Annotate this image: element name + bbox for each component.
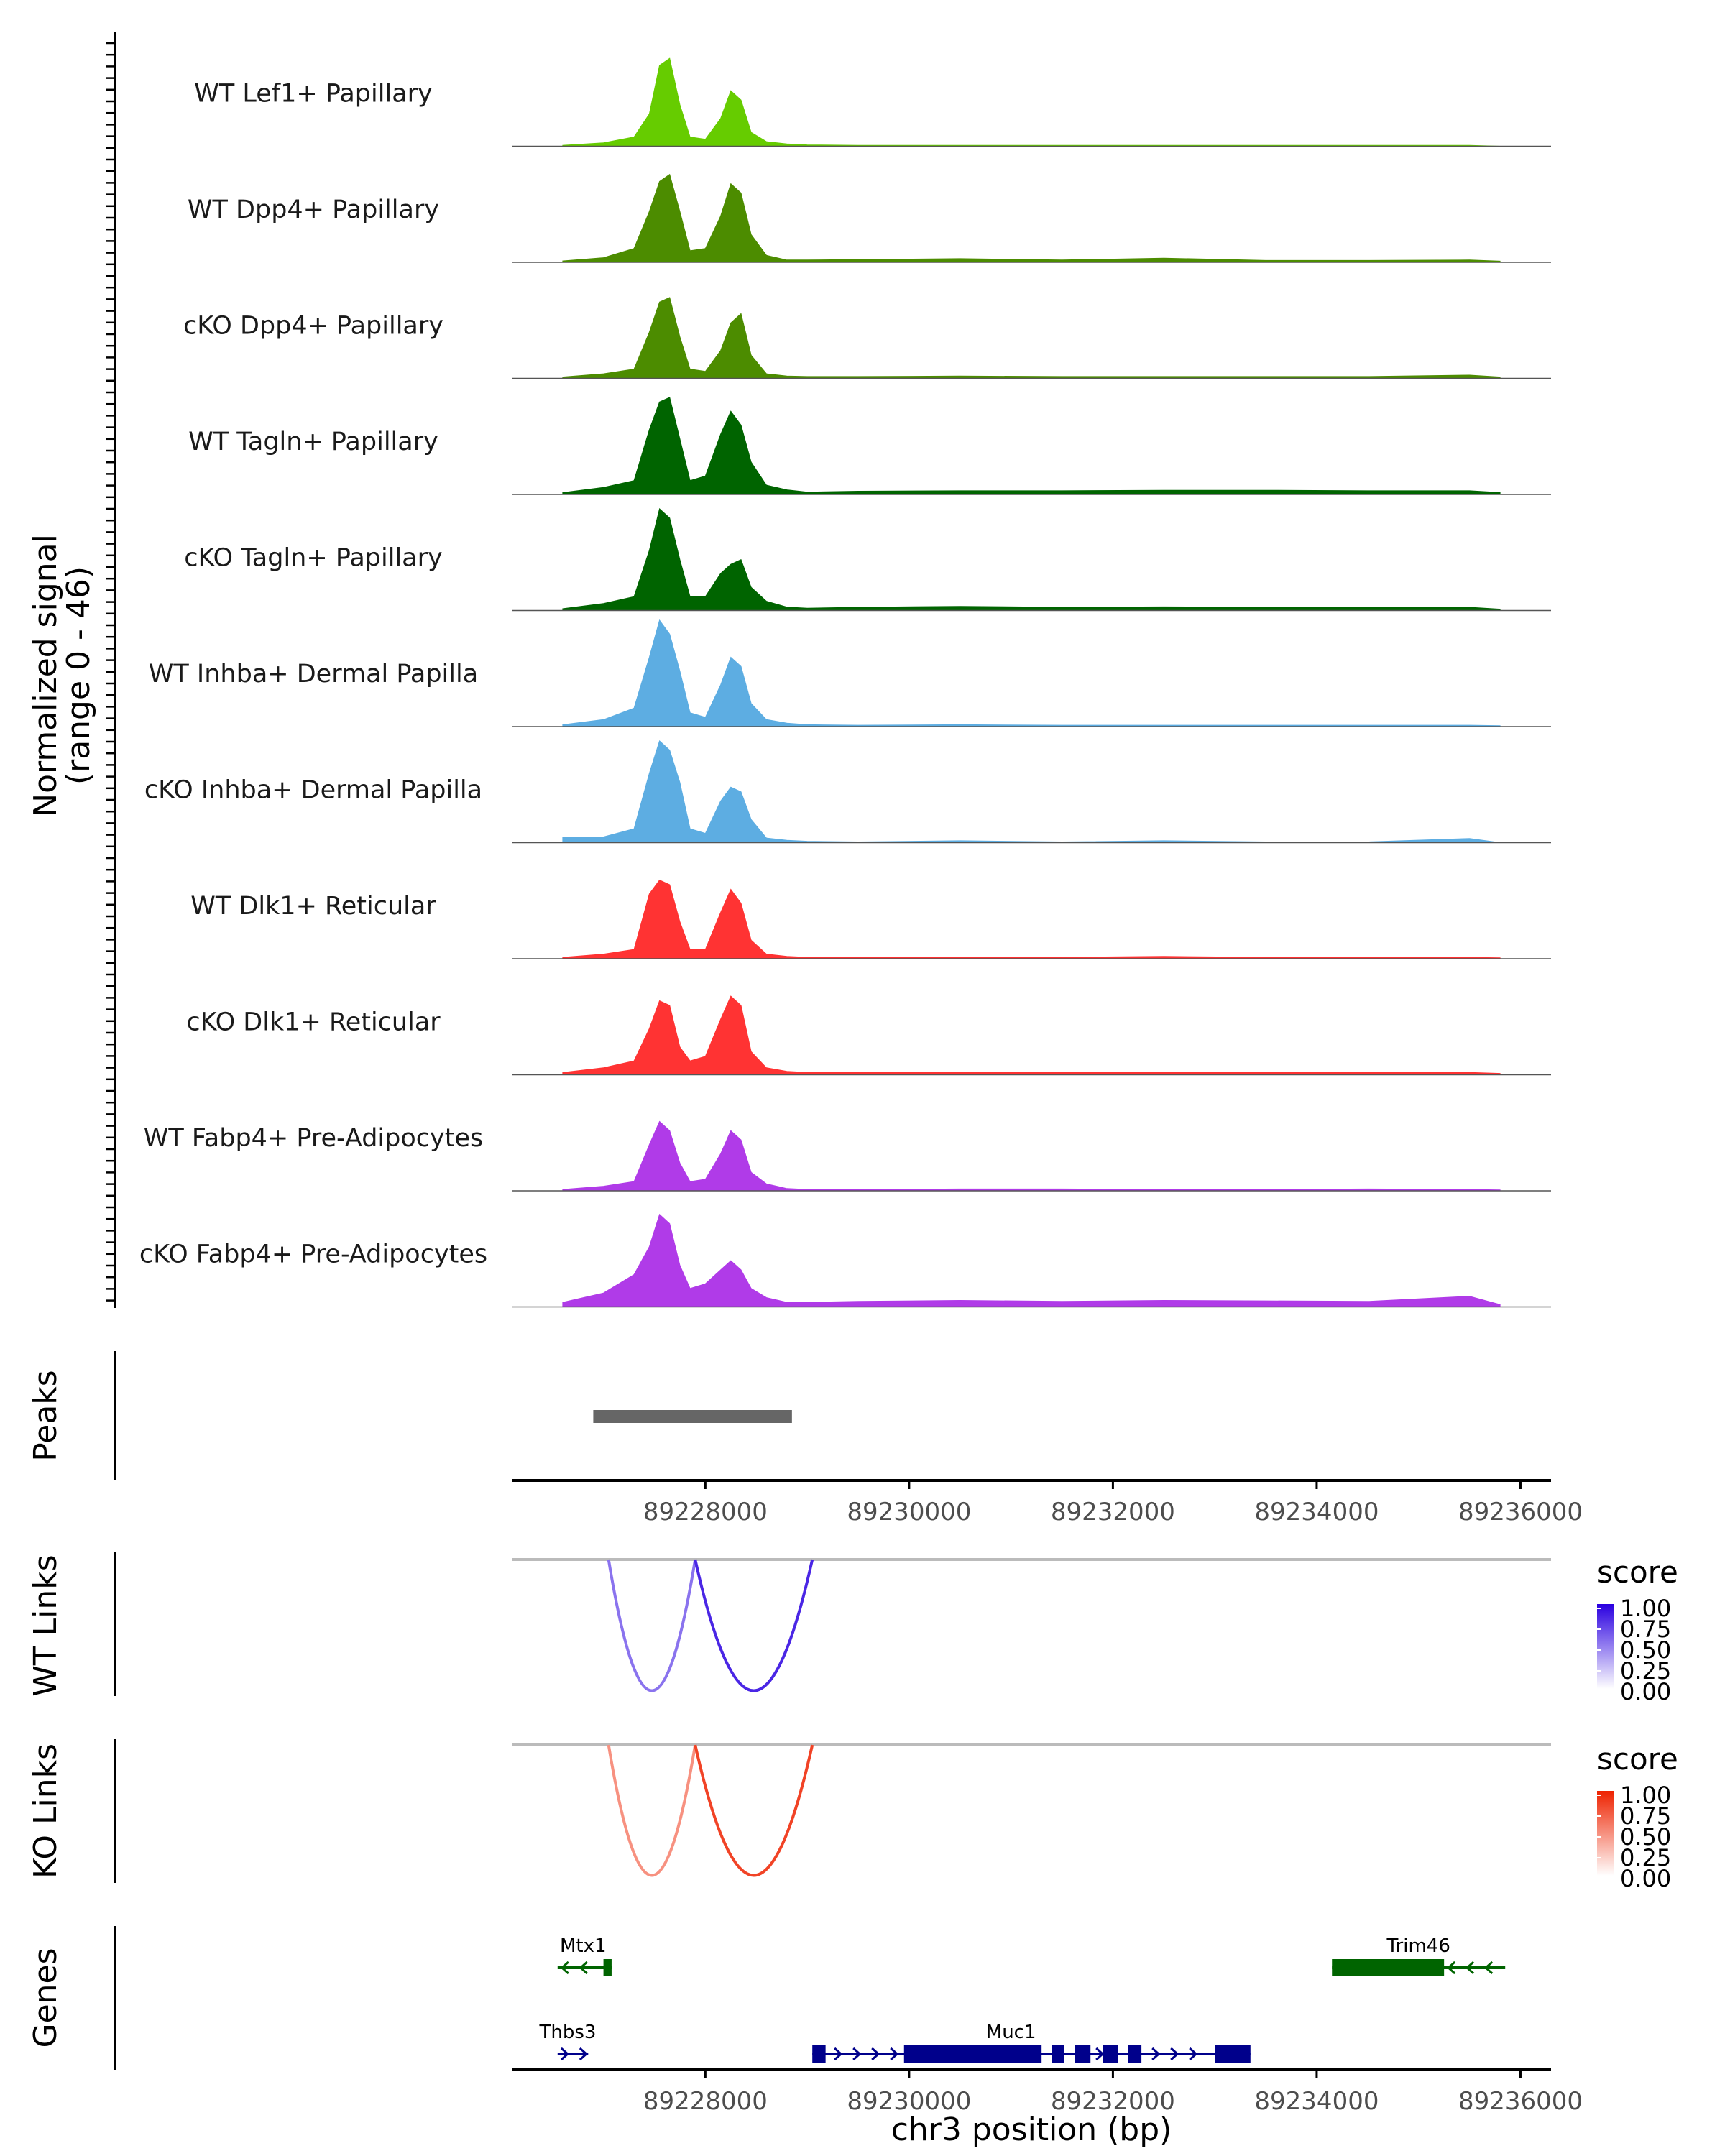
ko-legend-break-4: 0.25: [1620, 1844, 1671, 1871]
muc1-strand-arrow: [871, 2047, 880, 2061]
thbs3-strand-arrow: [579, 2047, 589, 2061]
wt-legend-break-3: 0.50: [1620, 1636, 1671, 1664]
bottom-x-tick-label-1: 89228000: [643, 2087, 768, 2116]
track-label-4: WT Tagln+ Papillary: [188, 428, 438, 456]
muc1-strand-arrow: [852, 2047, 862, 2061]
coverage-y-axis: [106, 32, 116, 1308]
ko-legend-break-5: 0.00: [1620, 1865, 1671, 1892]
bottom-x-tick-label-5: 89236000: [1458, 2087, 1583, 2116]
coverage-area-6: [562, 619, 1501, 727]
track-label-1: WT Lef1+ Papillary: [194, 80, 433, 109]
muc1-exon-5: [1103, 2045, 1118, 2063]
ko-link-arc-2: [694, 1744, 814, 1877]
mid-x-tick-label-5: 89236000: [1458, 1498, 1583, 1526]
ko-legend-break-3: 0.50: [1620, 1823, 1671, 1851]
mtx1-gene-label: Mtx1: [560, 1935, 607, 1957]
mid-x-tick-label-1: 89228000: [643, 1498, 768, 1526]
ko-links-label: KO Links: [27, 1743, 64, 1879]
coverage-area-9: [562, 995, 1501, 1075]
mtx1-strand-arrow: [560, 1961, 569, 1975]
wt-legend-break-4: 0.25: [1620, 1657, 1671, 1685]
wt-legend-title: score: [1597, 1554, 1678, 1590]
track-label-7: cKO Inhba+ Dermal Papilla: [144, 776, 482, 805]
trim46-strand-arrow: [1465, 1961, 1475, 1975]
ko-link-arc-1: [607, 1744, 697, 1877]
muc1-exon-7: [1215, 2045, 1251, 2063]
track-label-8: WT Dlk1+ Reticular: [190, 892, 436, 921]
muc1-strand-arrow: [1189, 2047, 1198, 2061]
genes-panel: Mtx1 Trim46 Thbs3 Muc1: [538, 1935, 1506, 2063]
ko-legend-colorbar: [1597, 1791, 1614, 1876]
coverage-area-4: [562, 397, 1501, 495]
trim46-strand-arrow: [1446, 1961, 1456, 1975]
wt-links-label: WT Links: [27, 1554, 64, 1696]
muc1-gene-label: Muc1: [986, 2022, 1036, 2043]
wt-legend-break-1: 1.00: [1620, 1595, 1671, 1622]
genes-label: Genes: [27, 1948, 64, 2047]
bottom-x-tick-label-2: 89230000: [847, 2087, 971, 2116]
wt-legend-break-2: 0.75: [1620, 1616, 1671, 1643]
muc1-exon-1: [812, 2045, 826, 2063]
x-axis-label: chr3 position (bp): [891, 2111, 1172, 2148]
muc1-strand-arrow: [834, 2047, 843, 2061]
thbs3-gene-label: Thbs3: [538, 2022, 596, 2043]
wt-legend-break-5: 0.00: [1620, 1678, 1671, 1705]
links-panel: score1.000.750.500.250.00score1.000.750.…: [512, 1554, 1678, 1892]
track-label-3: cKO Dpp4+ Papillary: [183, 312, 443, 341]
trim46-strand-arrow: [1484, 1961, 1494, 1975]
coverage-area-2: [562, 173, 1501, 263]
muc1-exon-3: [1052, 2045, 1064, 2063]
bottom-x-axis-ticks: 89228000 89230000 89232000 89234000 89236000: [643, 2070, 1583, 2116]
mid-x-tick-label-4: 89234000: [1254, 1498, 1379, 1526]
track-label-11: cKO Fabp4+ Pre-Adipocytes: [139, 1240, 487, 1269]
mtx1-strand-arrow: [579, 1961, 588, 1975]
peak-region-1: [593, 1410, 792, 1423]
mid-x-axis-ticks: 89228000 89230000 89232000 89234000 89236000: [643, 1480, 1583, 1526]
track-label-2: WT Dpp4+ Papillary: [188, 195, 439, 224]
coverage-area-8: [562, 879, 1501, 959]
muc1-strand-arrow: [1095, 2047, 1105, 2061]
muc1-exon-6: [1128, 2045, 1142, 2063]
peaks-label: Peaks: [27, 1370, 64, 1461]
coverage-area-3: [562, 297, 1501, 379]
ko-legend-break-1: 1.00: [1620, 1782, 1671, 1809]
coverage-area-11: [562, 1213, 1501, 1307]
mid-x-tick-label-3: 89232000: [1051, 1498, 1175, 1526]
coverage-ylabel-line2: (range 0 - 46): [60, 566, 97, 785]
muc1-strand-arrow: [890, 2047, 899, 2061]
muc1-exon-4: [1075, 2045, 1091, 2063]
coverage-ylabel-line1: Normalized signal: [27, 534, 64, 817]
coverage-area-1: [562, 57, 1501, 147]
track-label-5: cKO Tagln+ Papillary: [184, 544, 443, 573]
peaks-panel: [593, 1410, 792, 1423]
bottom-x-tick-label-4: 89234000: [1254, 2087, 1379, 2116]
wt-link-arc-2: [694, 1559, 814, 1692]
coverage-area-7: [562, 740, 1501, 843]
thbs3-strand-arrow: [560, 2047, 570, 2061]
muc1-strand-arrow: [1151, 2047, 1161, 2061]
coverage-area-10: [562, 1120, 1501, 1192]
ko-legend-title: score: [1597, 1741, 1678, 1777]
track-label-9: cKO Dlk1+ Reticular: [186, 1008, 441, 1037]
ko-legend-break-2: 0.75: [1620, 1802, 1671, 1830]
coverage-panel: WT Lef1+ Papillary WT Dpp4+ Papillary cKO …: [139, 57, 1551, 1308]
wt-link-arc-1: [607, 1559, 697, 1692]
bottom-x-tick-label-3: 89232000: [1051, 2087, 1175, 2116]
trim46-gene-label: Trim46: [1386, 1935, 1450, 1957]
mid-x-tick-label-2: 89230000: [847, 1498, 971, 1526]
muc1-strand-arrow: [1170, 2047, 1179, 2061]
track-label-10: WT Fabp4+ Pre-Adipocytes: [144, 1124, 483, 1153]
coverage-area-5: [562, 507, 1501, 611]
track-label-6: WT Inhba+ Dermal Papilla: [149, 660, 478, 688]
trim46-exon-1: [1332, 1959, 1445, 1976]
wt-legend-colorbar: [1597, 1604, 1614, 1689]
mtx1-exon-1: [603, 1959, 612, 1976]
muc1-exon-2: [903, 2045, 1042, 2063]
